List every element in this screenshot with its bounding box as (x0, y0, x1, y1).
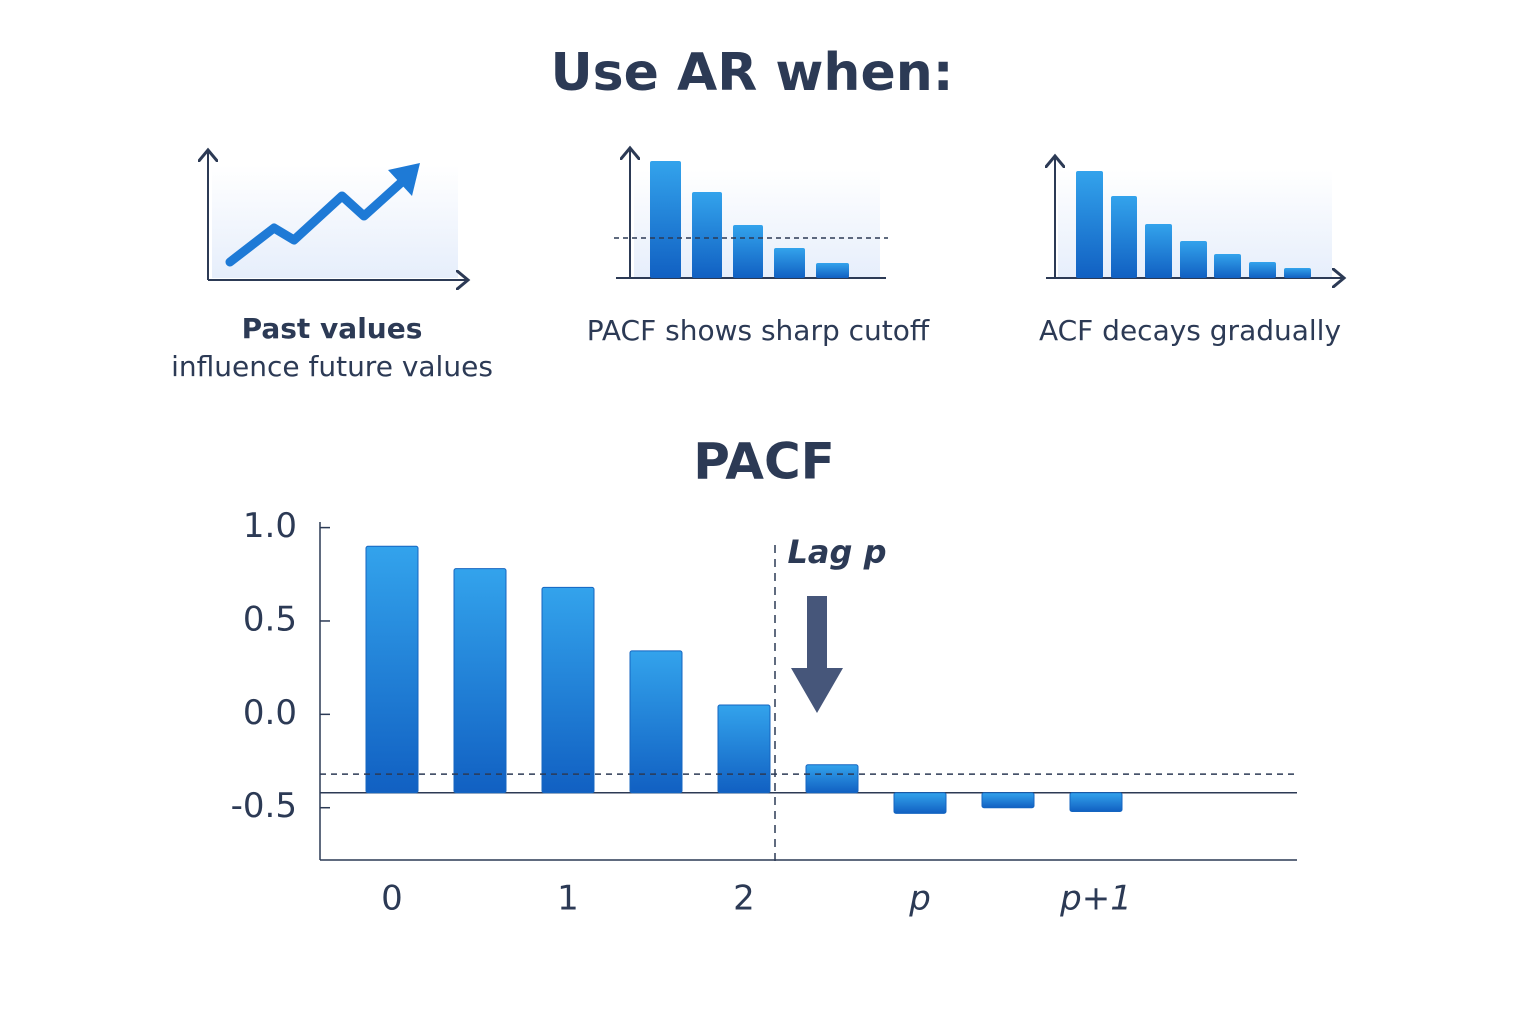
acf-icon (1046, 158, 1342, 278)
x-tick-label: p (908, 879, 931, 919)
page-title: Use AR when: (550, 43, 953, 103)
y-tick-label: 1.0 (243, 506, 297, 546)
bar (981, 792, 1035, 809)
card-title: Past values (242, 312, 423, 345)
trend-icon (208, 152, 466, 280)
x-tick-label: 1 (557, 879, 579, 919)
y-tick-label: -0.5 (231, 786, 297, 826)
x-tick-label: p+1 (1059, 879, 1132, 919)
card-text: influence future values (171, 350, 493, 383)
y-tick-label: 0.0 (243, 693, 297, 733)
card-text: ACF decays gradually (1039, 314, 1341, 347)
bar (893, 792, 947, 814)
y-tick-label: 0.5 (243, 599, 297, 639)
card-text: PACF shows sharp cutoff (587, 314, 930, 347)
annotation-arrow (791, 596, 843, 713)
annotation: Lag p (788, 533, 887, 571)
x-tick-label: 0 (381, 879, 403, 919)
bar (629, 650, 683, 794)
chart-title: PACF (693, 433, 835, 491)
x-tick-label: 2 (733, 879, 755, 919)
bar (717, 704, 771, 794)
pacf-icon (614, 150, 888, 279)
bar (541, 586, 595, 794)
bar (1069, 792, 1123, 812)
bar (365, 545, 419, 794)
bar (805, 764, 859, 794)
bar (453, 568, 507, 794)
